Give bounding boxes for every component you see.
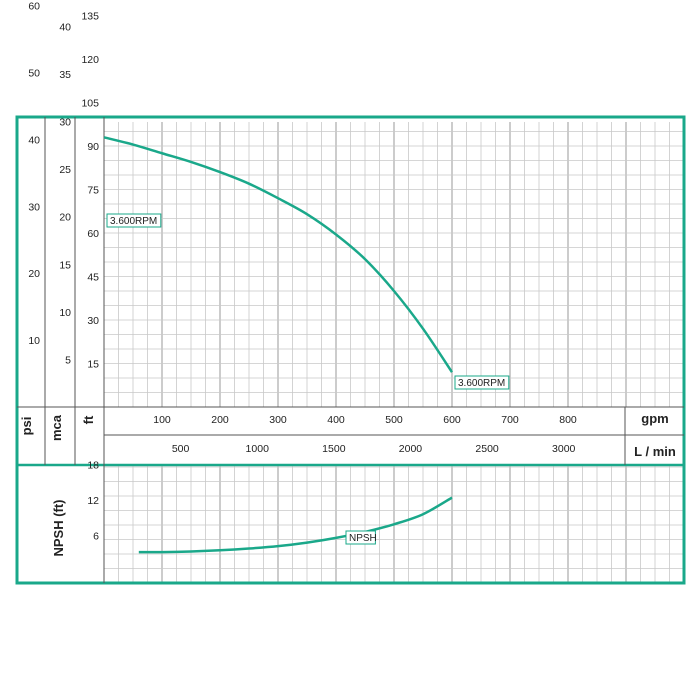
- unit-lmin: L / min: [634, 444, 676, 459]
- x-tick-gpm: 500: [385, 414, 403, 426]
- y-tick-ft: 135: [81, 11, 99, 23]
- y-tick-npsh: 18: [87, 460, 99, 472]
- y-tick-psi: 60: [28, 1, 40, 13]
- y-tick-ft: 120: [81, 54, 99, 66]
- y-tick-mca: 30: [59, 117, 71, 129]
- y-tick-psi: 40: [28, 134, 40, 146]
- x-tick-gpm: 800: [559, 414, 577, 426]
- x-tick-gpm: 600: [443, 414, 461, 426]
- x-tick-gpm: 200: [211, 414, 229, 426]
- y-tick-ft: 105: [81, 98, 99, 110]
- x-tick-lmin: 500: [172, 443, 190, 455]
- y-tick-ft: 30: [87, 315, 99, 327]
- chart-frame: [15, 115, 686, 585]
- x-tick-gpm: 700: [501, 414, 519, 426]
- y-tick-mca: 10: [59, 307, 71, 319]
- unit-npsh: NPSH (ft): [51, 499, 66, 556]
- y-tick-mca: 40: [59, 21, 71, 33]
- y-tick-ft: 90: [87, 141, 99, 153]
- unit-psi: psi: [19, 417, 34, 436]
- annotation-npsh-text: NPSH: [349, 533, 377, 544]
- unit-ft: ft: [81, 415, 96, 424]
- y-tick-mca: 15: [59, 259, 71, 271]
- y-tick-ft: 15: [87, 359, 99, 371]
- annotation-npsh-box: [345, 530, 376, 545]
- y-tick-psi: 10: [28, 335, 40, 347]
- unit-mca: mca: [49, 414, 64, 441]
- y-tick-ft: 60: [87, 228, 99, 240]
- x-tick-lmin: 2500: [475, 443, 499, 455]
- label-layer: 15 30 45 60 75 90 105 120 135 5 10 15 20 25 30 35 40 10 20…: [19, 1, 676, 557]
- y-tick-npsh: 12: [87, 495, 99, 507]
- annotation-rpm-end-box: [454, 375, 510, 390]
- y-tick-mca: 20: [59, 212, 71, 224]
- x-tick-lmin: 1500: [322, 443, 346, 455]
- annotation-npsh: NPSH: [345, 530, 377, 545]
- y-tick-psi: 20: [28, 268, 40, 280]
- y-tick-mca: 25: [59, 164, 71, 176]
- x-tick-gpm: 300: [269, 414, 287, 426]
- series-line-3600rpm: [103, 136, 454, 373]
- curve-layer: [103, 136, 454, 554]
- y-tick-ft: 45: [87, 272, 99, 284]
- x-tick-lmin: 1000: [246, 443, 270, 455]
- annotation-rpm-end-text: 3.600RPM: [458, 378, 505, 389]
- x-tick-lmin: 2000: [399, 443, 423, 455]
- y-tick-mca: 5: [65, 354, 71, 366]
- x-tick-lmin: 3000: [552, 443, 576, 455]
- axis-layer: [15, 115, 686, 585]
- annotation-rpm-start: 3.600RPM: [106, 213, 162, 228]
- y-tick-npsh: 6: [93, 531, 99, 543]
- annotation-rpm-start-text: 3.600RPM: [110, 216, 157, 227]
- annotation-rpm-start-box: [106, 213, 162, 228]
- y-tick-psi: 30: [28, 201, 40, 213]
- unit-gpm: gpm: [641, 411, 668, 426]
- series-line-npsh: [138, 496, 453, 554]
- annotation-rpm-end: 3.600RPM: [454, 375, 510, 390]
- grid-layer: [103, 122, 685, 584]
- x-tick-gpm: 100: [153, 414, 171, 426]
- x-tick-gpm: 400: [327, 414, 345, 426]
- y-tick-ft: 75: [87, 185, 99, 197]
- y-tick-mca: 35: [59, 69, 71, 81]
- y-tick-psi: 50: [28, 68, 40, 80]
